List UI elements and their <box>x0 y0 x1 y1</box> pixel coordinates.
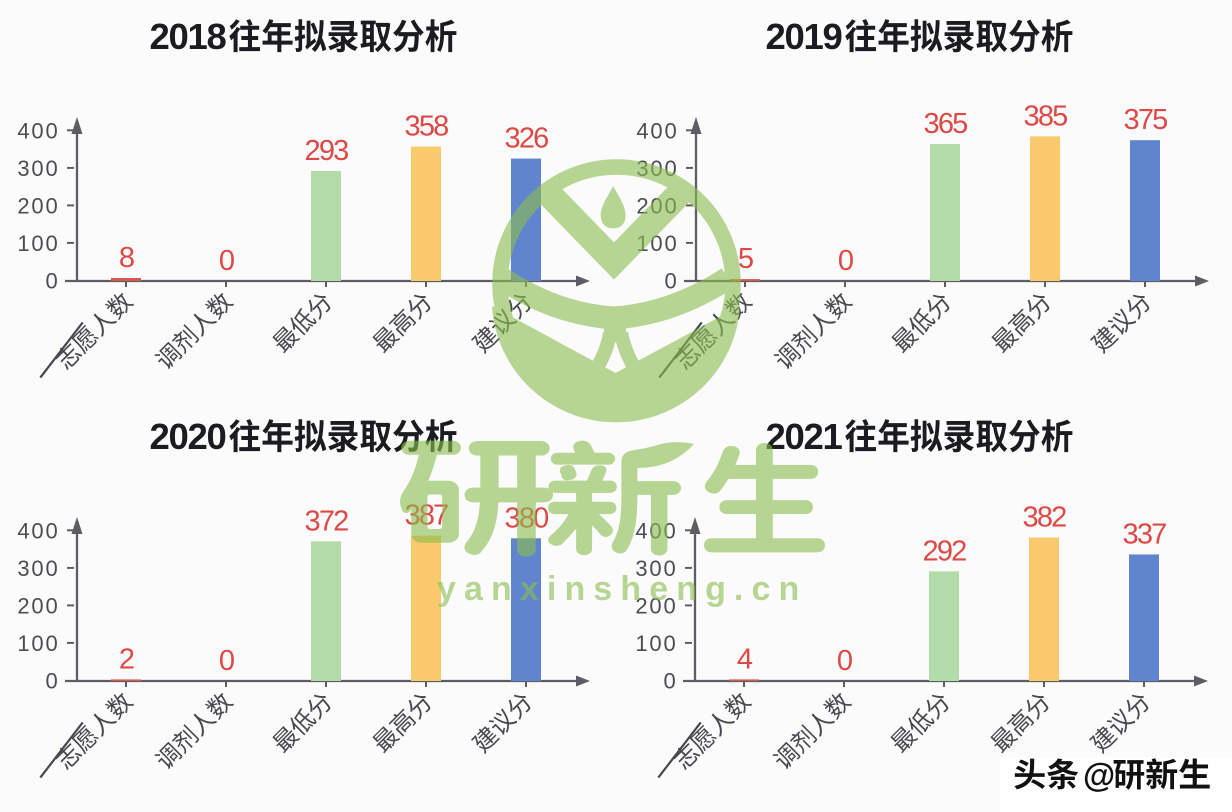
svg-text:300: 300 <box>17 156 59 181</box>
svg-text:326: 326 <box>505 123 549 155</box>
svg-text:2021: 2021 <box>766 416 843 457</box>
svg-text:5: 5 <box>738 243 753 275</box>
svg-text:200: 200 <box>17 193 59 218</box>
svg-text:0: 0 <box>45 269 59 294</box>
svg-text:400: 400 <box>636 118 678 143</box>
svg-text:0: 0 <box>838 245 853 277</box>
svg-text:100: 100 <box>635 631 677 656</box>
svg-text:0: 0 <box>837 645 852 677</box>
svg-text:385: 385 <box>1024 100 1068 132</box>
svg-text:358: 358 <box>405 111 449 143</box>
svg-text:0: 0 <box>664 269 678 294</box>
svg-text:372: 372 <box>305 505 349 537</box>
svg-text:2018: 2018 <box>150 16 227 57</box>
svg-text:8: 8 <box>119 242 134 274</box>
svg-text:0: 0 <box>663 669 677 694</box>
svg-text:100: 100 <box>17 231 59 256</box>
svg-text:2020: 2020 <box>150 416 226 457</box>
svg-text:200: 200 <box>17 593 59 618</box>
svg-text:200: 200 <box>635 593 677 618</box>
svg-text:375: 375 <box>1124 104 1168 136</box>
svg-text:0: 0 <box>45 669 59 694</box>
svg-text:400: 400 <box>17 118 59 143</box>
svg-text:300: 300 <box>17 556 59 581</box>
svg-text:292: 292 <box>923 535 967 567</box>
svg-text:293: 293 <box>305 135 349 167</box>
svg-text:300: 300 <box>635 556 677 581</box>
svg-text:2019: 2019 <box>766 16 842 57</box>
svg-text:100: 100 <box>17 631 59 656</box>
svg-text:@: @ <box>1083 757 1115 794</box>
svg-text:382: 382 <box>1023 502 1067 534</box>
svg-text:2: 2 <box>119 643 134 675</box>
svg-text:365: 365 <box>924 108 968 140</box>
svg-text:0: 0 <box>219 645 234 677</box>
svg-text:0: 0 <box>219 245 234 277</box>
svg-text:337: 337 <box>1123 519 1167 551</box>
svg-text:yanxinsheng.cn: yanxinsheng.cn <box>437 570 807 608</box>
svg-text:400: 400 <box>17 518 59 543</box>
svg-text:4: 4 <box>737 643 753 675</box>
